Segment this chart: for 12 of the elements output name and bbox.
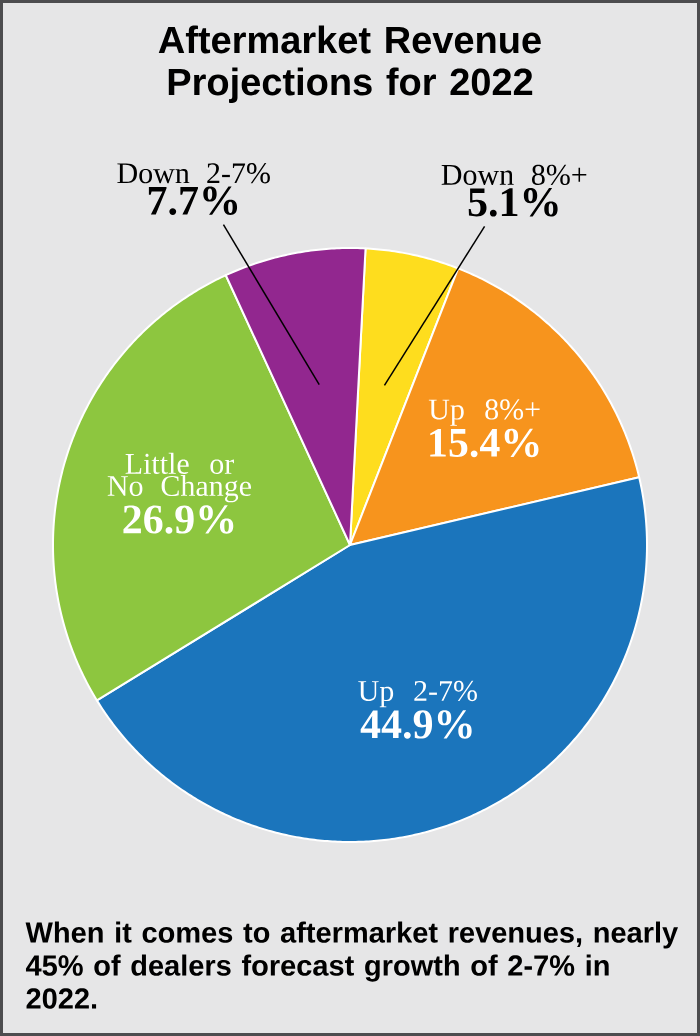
data-label: 15.4%: [430, 428, 539, 458]
data-label: 7.7%: [148, 186, 238, 215]
data-label: 5.1%: [468, 188, 558, 217]
chart-title: Aftermarket Revenue Projections for 2022: [158, 25, 541, 103]
text: When it comes to aftermarket revenues, nearly 45% of dealers forecast growth of 2-7% in 2022.: [25, 921, 679, 1009]
slice-label: Up 8%+: [428, 399, 540, 426]
slice-label: Up 2-7%: [358, 680, 477, 708]
data-label: 26.9%: [123, 505, 234, 534]
slice-label: Down 2-7%: [117, 163, 270, 184]
slice-label: Little or No Change: [107, 452, 251, 503]
data-label: 44.9%: [360, 710, 472, 739]
slice-label: Down 8%+: [441, 164, 587, 186]
